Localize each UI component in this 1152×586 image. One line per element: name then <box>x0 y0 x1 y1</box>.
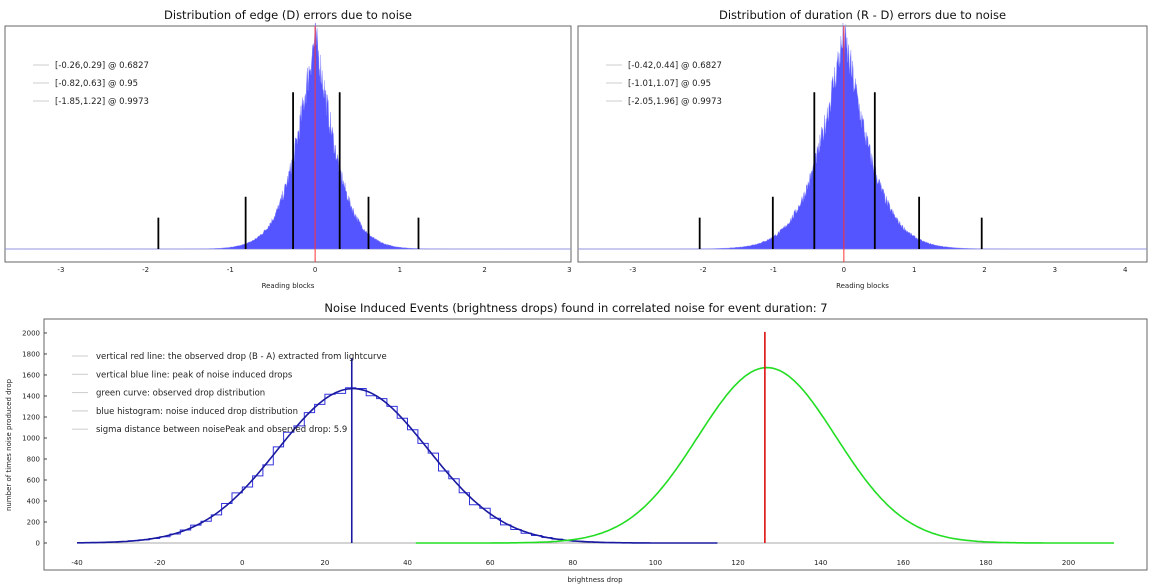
chart-panel-1: Distribution of edge (D) errors due to n… <box>4 8 572 290</box>
legend-entry: [-2.05,1.96] @ 0.9973 <box>628 97 722 107</box>
chart-panel-2: Distribution of duration (R - D) errors … <box>577 8 1148 290</box>
x-axis-label: Reading blocks <box>836 282 889 290</box>
x-tick-label: 2 <box>982 266 986 274</box>
legend-entry: [-1.01,1.07] @ 0.95 <box>628 79 711 89</box>
x-tick-label: 160 <box>897 559 910 567</box>
y-tick-label: 400 <box>27 498 40 506</box>
x-axis-label: brightness drop <box>567 576 623 584</box>
histogram-bars <box>5 22 571 250</box>
x-tick-label: -3 <box>57 266 64 274</box>
noise-fit-curve <box>77 387 718 544</box>
x-tick-label: 2 <box>482 266 486 274</box>
x-tick-label: 0 <box>842 266 846 274</box>
chart-title: Noise Induced Events (brightness drops) … <box>324 301 827 315</box>
x-tick-label: -3 <box>629 266 636 274</box>
x-tick-label: 120 <box>731 559 744 567</box>
y-tick-label: 1400 <box>22 392 40 400</box>
x-tick-label: 40 <box>403 559 412 567</box>
y-tick-label: 2000 <box>22 329 40 337</box>
x-tick-label: 80 <box>568 559 577 567</box>
y-tick-label: 1800 <box>22 350 40 358</box>
x-tick-label: 180 <box>979 559 992 567</box>
x-tick-label: 140 <box>814 559 827 567</box>
y-tick-label: 1000 <box>22 434 40 442</box>
x-tick-label: 200 <box>1062 559 1075 567</box>
legend-entry: [-1.85,1.22] @ 0.9973 <box>55 97 149 107</box>
y-tick-label: 0 <box>36 540 40 548</box>
legend-entry: green curve: observed drop distribution <box>96 389 265 399</box>
y-tick-label: 600 <box>27 476 40 484</box>
y-tick-label: 1600 <box>22 371 40 379</box>
y-axis-label: number of times noise produced drop <box>5 378 13 511</box>
x-tick-label: 3 <box>567 266 571 274</box>
x-tick-label: 1 <box>398 266 402 274</box>
x-tick-label: -20 <box>154 559 165 567</box>
x-tick-label: 1 <box>912 266 916 274</box>
legend-entry: [-0.82,0.63] @ 0.95 <box>55 79 138 89</box>
x-tick-label: 20 <box>320 559 329 567</box>
x-tick-label: 0 <box>240 559 244 567</box>
legend-entry: blue histogram: noise induced drop distr… <box>96 407 298 417</box>
x-tick-label: -1 <box>227 266 234 274</box>
x-tick-label: 60 <box>486 559 495 567</box>
x-tick-label: 3 <box>1053 266 1057 274</box>
y-tick-label: 800 <box>27 455 40 463</box>
histogram-bars <box>578 22 1147 250</box>
y-tick-label: 200 <box>27 519 40 527</box>
legend-entry: sigma distance between noisePeak and obs… <box>96 425 347 435</box>
x-tick-label: 4 <box>1123 266 1128 274</box>
y-tick-label: 1200 <box>22 413 40 421</box>
chart-title: Distribution of edge (D) errors due to n… <box>164 8 412 22</box>
chart-title: Distribution of duration (R - D) errors … <box>719 8 1006 22</box>
legend-entry: [-0.26,0.29] @ 0.6827 <box>55 61 149 71</box>
x-axis-label: Reading blocks <box>262 282 315 290</box>
x-tick-label: -40 <box>71 559 82 567</box>
plot-area <box>43 318 1148 571</box>
legend-entry: [-0.42,0.44] @ 0.6827 <box>628 61 722 71</box>
x-tick-label: -1 <box>770 266 777 274</box>
x-tick-label: 0 <box>313 266 317 274</box>
x-tick-label: -2 <box>700 266 707 274</box>
x-tick-label: -2 <box>142 266 149 274</box>
chart-panel-3: Noise Induced Events (brightness drops) … <box>5 301 1148 584</box>
legend-entry: vertical red line: the observed drop (B … <box>96 352 387 362</box>
x-tick-label: 100 <box>649 559 662 567</box>
legend-entry: vertical blue line: peak of noise induce… <box>96 370 293 380</box>
